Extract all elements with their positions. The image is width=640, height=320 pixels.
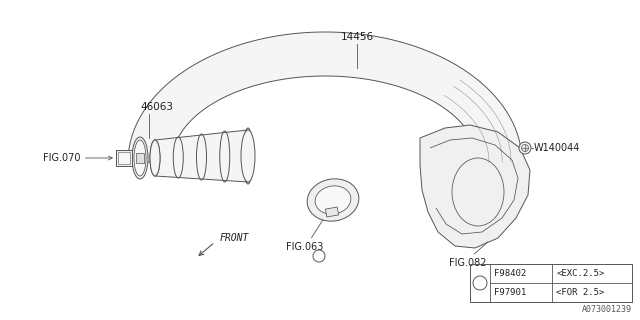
- Ellipse shape: [134, 140, 146, 176]
- Ellipse shape: [173, 137, 183, 178]
- Bar: [136, 153, 144, 163]
- Text: F97901: F97901: [494, 288, 526, 297]
- Text: F98402: F98402: [494, 269, 526, 278]
- Text: 14456: 14456: [340, 32, 374, 42]
- Text: FIG.082: FIG.082: [449, 258, 487, 268]
- Polygon shape: [155, 130, 248, 182]
- Circle shape: [473, 276, 487, 290]
- Ellipse shape: [315, 186, 351, 214]
- Text: W140044: W140044: [534, 143, 580, 153]
- Ellipse shape: [307, 179, 359, 221]
- Ellipse shape: [243, 128, 253, 184]
- Ellipse shape: [150, 140, 160, 176]
- Polygon shape: [420, 125, 530, 248]
- Ellipse shape: [196, 134, 207, 180]
- Ellipse shape: [220, 131, 230, 182]
- Text: FIG.070: FIG.070: [42, 153, 112, 163]
- Ellipse shape: [132, 137, 148, 179]
- Text: FRONT: FRONT: [220, 233, 250, 243]
- Circle shape: [519, 142, 531, 154]
- Text: 1: 1: [477, 278, 483, 287]
- Polygon shape: [128, 32, 522, 162]
- Bar: [325, 207, 339, 217]
- Ellipse shape: [150, 140, 160, 176]
- Ellipse shape: [241, 130, 255, 182]
- Text: 46063: 46063: [141, 102, 173, 112]
- Bar: [118, 152, 130, 164]
- Circle shape: [522, 145, 529, 151]
- Text: <FOR 2.5>: <FOR 2.5>: [557, 288, 605, 297]
- Text: <EXC.2.5>: <EXC.2.5>: [557, 269, 605, 278]
- Text: A073001239: A073001239: [582, 305, 632, 314]
- Bar: [470, 264, 632, 302]
- Text: 1: 1: [317, 252, 321, 260]
- FancyBboxPatch shape: [116, 150, 132, 166]
- Text: FIG.063: FIG.063: [286, 242, 324, 252]
- Circle shape: [313, 250, 325, 262]
